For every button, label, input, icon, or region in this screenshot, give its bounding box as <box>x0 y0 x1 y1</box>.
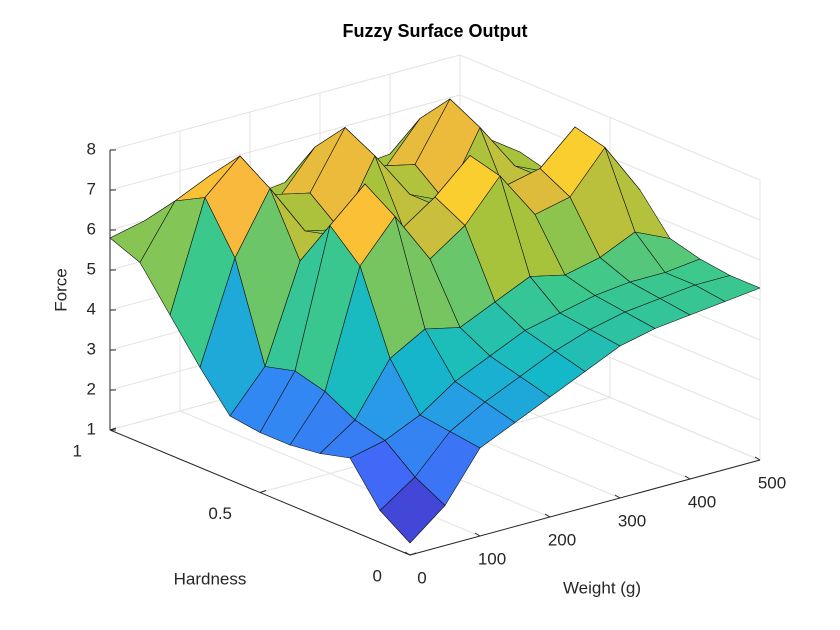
surface <box>109 98 761 544</box>
z-tick-label: 2 <box>87 379 96 398</box>
x-tick <box>684 475 691 480</box>
chart-title: Fuzzy Surface Output <box>342 21 527 41</box>
z-tick-label: 7 <box>87 179 96 198</box>
x-tick-label: 500 <box>758 473 786 492</box>
tick-labels: 1 2 3 4 5 6 7 8 0 100 200 300 400 500 0 0.5 1 <box>73 139 787 587</box>
z-axis-label: Force <box>51 268 70 311</box>
grid-line <box>459 54 761 181</box>
z-tick-label: 8 <box>87 139 96 158</box>
x-tick <box>404 551 411 556</box>
grid-line <box>109 54 461 151</box>
z-tick-label: 1 <box>87 419 96 438</box>
z-tick-label: 6 <box>87 219 96 238</box>
x-tick-label: 100 <box>478 549 506 568</box>
surface-patch <box>379 476 446 544</box>
x-tick <box>474 532 481 537</box>
x-tick <box>614 494 621 499</box>
y-tick <box>109 427 117 431</box>
x-tick <box>754 456 761 461</box>
x-tick-label: 400 <box>688 492 716 511</box>
x-tick-label: 300 <box>618 511 646 530</box>
z-tick-label: 5 <box>87 259 96 278</box>
x-axis-label: Weight (g) <box>563 578 641 597</box>
x-tick-label: 200 <box>548 530 576 549</box>
y-tick <box>259 490 267 493</box>
y-tick-label: 1 <box>73 441 82 460</box>
y-tick <box>409 552 417 556</box>
y-axis-label: Hardness <box>174 569 247 588</box>
x-tick-label: 0 <box>417 568 426 587</box>
y-tick-label: 0 <box>373 566 382 585</box>
x-tick <box>544 513 551 518</box>
z-tick-label: 3 <box>87 339 96 358</box>
x-axis-line <box>409 459 761 556</box>
y-tick-label: 0.5 <box>208 504 232 523</box>
z-tick-label: 4 <box>87 299 96 318</box>
grid-line <box>109 94 461 191</box>
